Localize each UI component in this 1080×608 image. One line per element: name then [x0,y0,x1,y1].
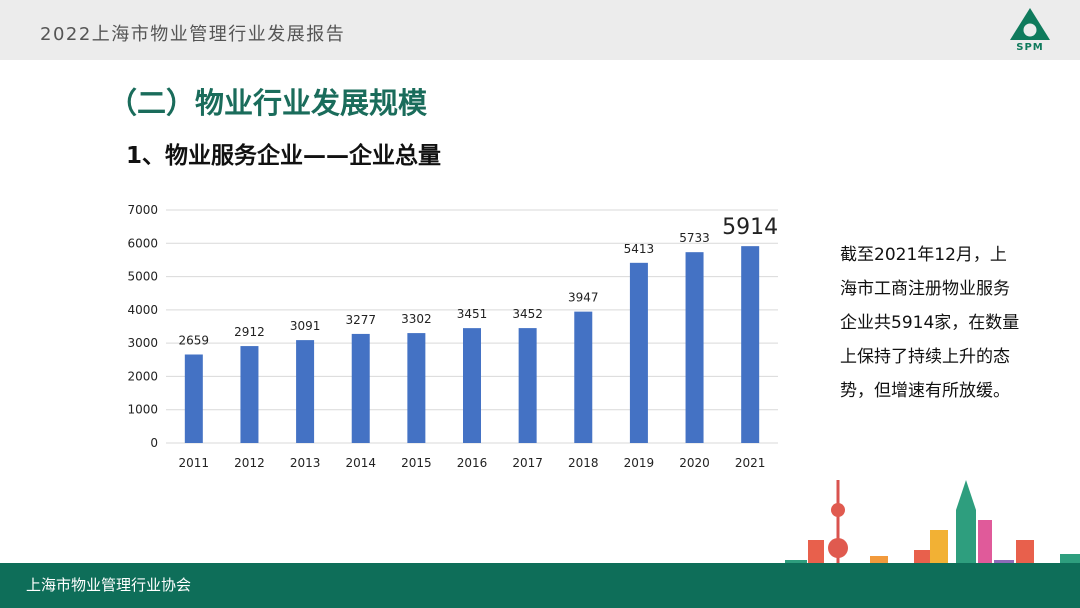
bar-2012 [240,346,259,443]
data-label: 5733 [679,231,710,245]
summary-note: 截至2021年12月，上海市工商注册物业服务企业共5914家，在数量上保持了持续… [840,245,1020,401]
x-tick-label: 2012 [234,456,265,470]
spm-logo-icon [1010,8,1050,40]
x-tick-label: 2021 [735,456,766,470]
bar-2015 [407,333,426,443]
y-tick-label: 5000 [127,270,158,284]
header-bar [0,0,1080,60]
x-tick-label: 2020 [679,456,710,470]
report-title: 2022上海市物业管理行业发展报告 [40,24,346,45]
section-title: （二）物业行业发展规模 [108,86,428,120]
bar-2017 [518,328,537,443]
sub-title: 1、物业服务企业——企业总量 [126,143,442,169]
y-tick-label: 7000 [127,203,158,217]
data-label: 5413 [624,242,655,256]
x-tick-label: 2014 [345,456,376,470]
x-tick-label: 2015 [401,456,432,470]
x-tick-label: 2011 [179,456,210,470]
bar-2018 [574,311,593,443]
data-label: 5914 [722,215,778,240]
bar-2016 [463,328,481,443]
data-label: 3451 [457,307,488,321]
data-label: 3277 [345,313,376,327]
footer-bar [0,563,1080,608]
data-label: 2912 [234,325,265,339]
y-tick-label: 1000 [127,403,158,417]
x-tick-label: 2013 [290,456,321,470]
data-label: 3947 [568,291,599,305]
y-tick-label: 6000 [127,236,158,250]
x-tick-label: 2016 [457,456,488,470]
y-tick-label: 3000 [127,336,158,350]
bar-2011 [184,354,203,443]
bar-2019 [629,262,648,443]
logo-text: SPM [1016,42,1044,53]
data-label: 3091 [290,319,321,333]
y-tick-label: 4000 [127,303,158,317]
bar-2021 [741,246,760,443]
y-tick-label: 0 [150,436,158,450]
data-label: 3302 [401,312,432,326]
footer-organization: 上海市物业管理行业协会 [26,576,192,594]
bar-2020 [685,252,704,443]
y-tick-label: 2000 [127,369,158,383]
spm-logo: SPM [1002,6,1058,58]
bar-2013 [296,340,315,443]
data-label: 3452 [512,307,543,321]
x-tick-label: 2019 [624,456,655,470]
data-label: 2659 [179,333,210,347]
x-tick-label: 2017 [512,456,543,470]
bar-2014 [351,333,370,443]
x-tick-label: 2018 [568,456,599,470]
